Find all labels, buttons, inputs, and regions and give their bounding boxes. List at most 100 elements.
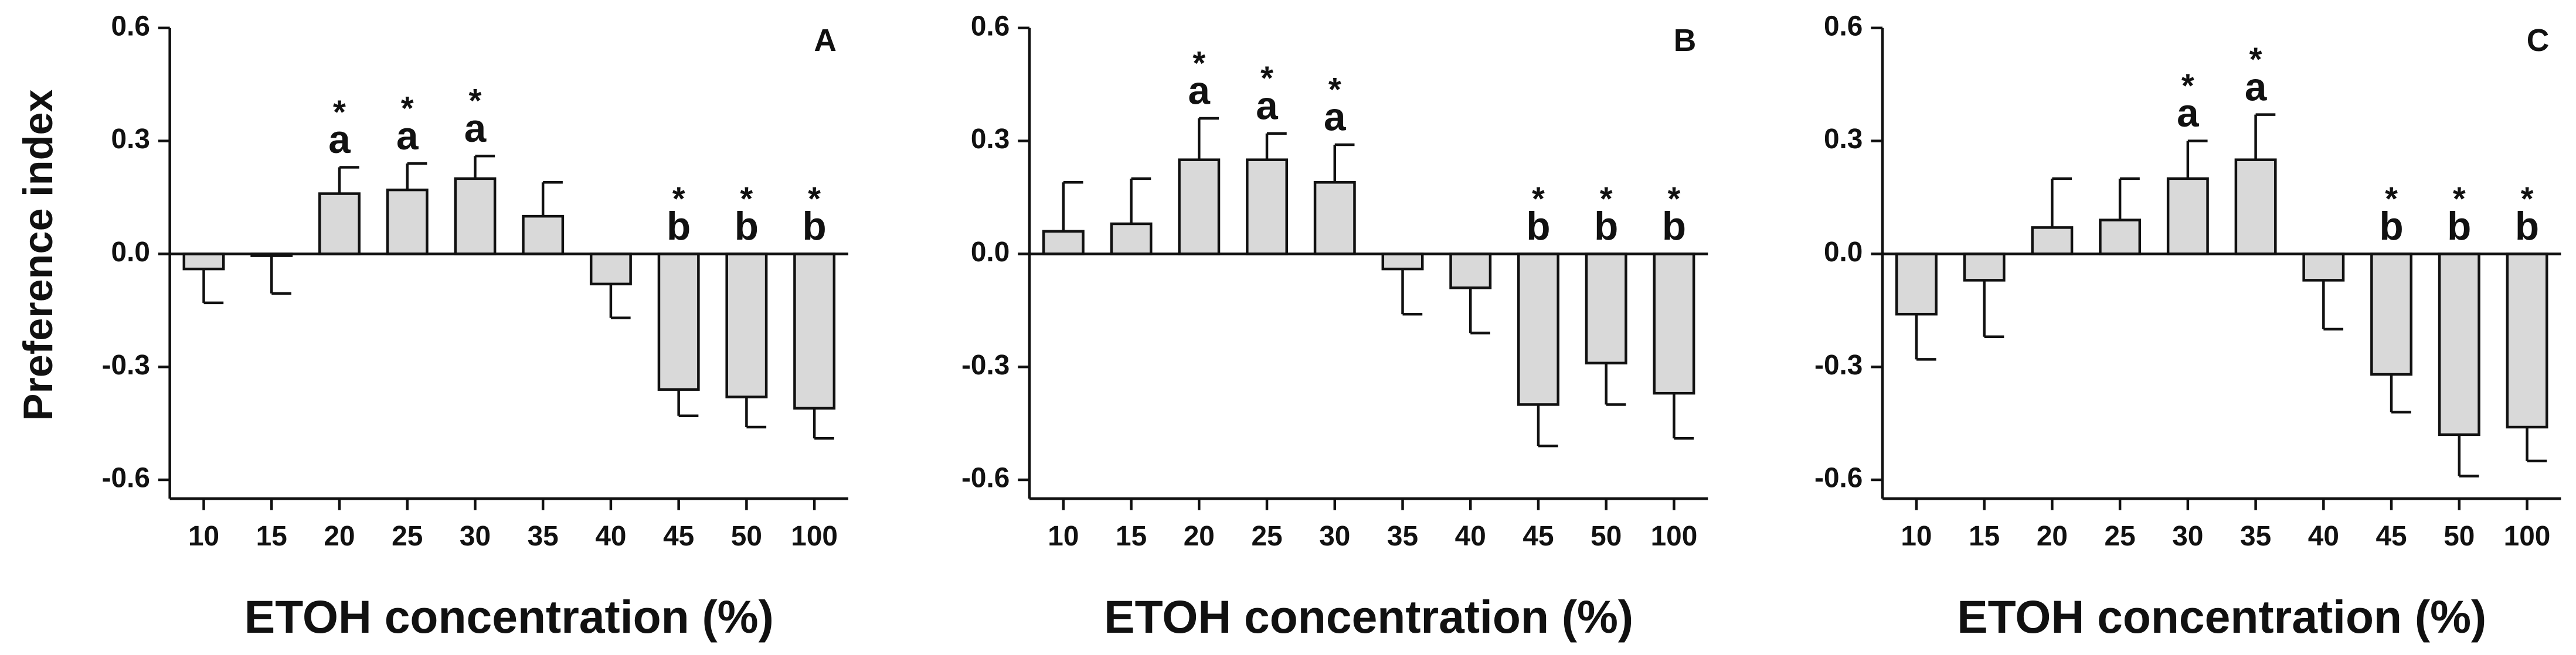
- bar: [1178, 158, 1221, 255]
- significance-star: *: [401, 90, 414, 127]
- bar: [1895, 253, 1938, 316]
- bar: [2302, 253, 2345, 282]
- y-tick-label: 0.6: [111, 11, 150, 42]
- bar: [2099, 219, 2142, 255]
- x-tick-label: 15: [1969, 521, 2000, 552]
- x-tick-label: 100: [1651, 521, 1698, 552]
- significance-star: *: [1260, 60, 1273, 97]
- x-axis-label: ETOH concentration (%): [1957, 591, 2486, 643]
- significance-star: *: [1668, 180, 1681, 217]
- y-tick-label: -0.6: [102, 463, 150, 494]
- x-tick-label: 40: [1455, 521, 1486, 552]
- x-axis-label: ETOH concentration (%): [244, 591, 774, 643]
- significance-letter: a: [464, 107, 487, 151]
- x-tick-label: 35: [1387, 521, 1418, 552]
- bar: [1381, 253, 1424, 271]
- x-tick-label: 10: [1901, 521, 1932, 552]
- y-tick-label: 0.6: [971, 11, 1010, 42]
- significance-letter: b: [1594, 204, 1618, 248]
- x-tick-label: 45: [2376, 521, 2407, 552]
- x-tick-label: 10: [188, 521, 219, 552]
- significance-letter: b: [1662, 204, 1686, 248]
- significance-letter: b: [2379, 204, 2403, 248]
- bar: [1585, 253, 1627, 365]
- significance-star: *: [2453, 180, 2466, 217]
- bar: [2370, 253, 2413, 376]
- bar: [2506, 253, 2548, 429]
- x-tick-label: 50: [2444, 521, 2475, 552]
- y-tick-label: 0.3: [1824, 124, 1863, 155]
- panel-label: C: [2527, 23, 2550, 58]
- significance-star: *: [1328, 71, 1341, 108]
- significance-letter: b: [735, 204, 759, 248]
- y-tick-label: 0.0: [1824, 237, 1863, 268]
- x-tick-label: 20: [1184, 521, 1215, 552]
- y-tick-label: -0.3: [961, 350, 1010, 381]
- y-tick-label: -0.6: [1814, 463, 1863, 494]
- bar: [1517, 253, 1559, 406]
- significance-letter: a: [2245, 65, 2267, 109]
- significance-star: *: [1192, 45, 1205, 81]
- panel-label: A: [814, 23, 837, 58]
- bar: [1653, 253, 1695, 395]
- bar: [522, 214, 565, 255]
- y-tick-label: 0.3: [971, 124, 1010, 155]
- x-tick-label: 100: [791, 521, 838, 552]
- x-tick-label: 40: [595, 521, 626, 552]
- bar: [1246, 158, 1289, 255]
- bar: [2166, 177, 2209, 255]
- x-tick-label: 35: [528, 521, 559, 552]
- x-tick-label: 25: [392, 521, 423, 552]
- x-tick-label: 20: [2037, 521, 2068, 552]
- bar: [318, 192, 361, 255]
- bar: [2234, 158, 2277, 255]
- significance-star: *: [740, 180, 753, 217]
- y-tick-label: -0.3: [1814, 350, 1863, 381]
- x-tick-label: 35: [2240, 521, 2271, 552]
- significance-letter: a: [328, 118, 351, 162]
- x-tick-label: 45: [663, 521, 694, 552]
- x-tick-label: 50: [731, 521, 762, 552]
- y-tick-label: -0.3: [102, 350, 150, 381]
- significance-letter: a: [1256, 84, 1278, 128]
- significance-star: *: [2249, 41, 2262, 78]
- significance-letter: a: [2177, 91, 2199, 135]
- significance-letter: b: [1526, 204, 1550, 248]
- significance-letter: b: [2447, 204, 2471, 248]
- significance-letter: a: [1188, 69, 1211, 113]
- x-tick-label: 20: [324, 521, 355, 552]
- significance-star: *: [2385, 180, 2398, 217]
- x-tick-label: 25: [1251, 521, 1282, 552]
- significance-star: *: [2521, 180, 2534, 217]
- bar: [2438, 253, 2480, 436]
- y-tick-label: 0.3: [111, 124, 150, 155]
- bar: [1313, 181, 1356, 255]
- x-axis-label: ETOH concentration (%): [1104, 591, 1633, 643]
- x-tick-label: 30: [460, 521, 491, 552]
- x-tick-label: 50: [1591, 521, 1622, 552]
- bar: [182, 253, 225, 271]
- bar: [725, 253, 768, 398]
- x-tick-label: 15: [1116, 521, 1147, 552]
- y-tick-label: -0.6: [961, 463, 1010, 494]
- x-tick-label: 10: [1048, 521, 1079, 552]
- y-axis-label: Preference index: [15, 89, 61, 421]
- y-tick-label: 0.0: [111, 237, 150, 268]
- bar: [1042, 230, 1085, 255]
- bar: [1110, 222, 1153, 255]
- bar: [1963, 253, 2006, 282]
- significance-star: *: [2181, 67, 2194, 104]
- bar: [1449, 253, 1492, 289]
- significance-letter: a: [396, 114, 419, 158]
- significance-star: *: [333, 94, 346, 131]
- bar: [454, 177, 497, 255]
- bar: [386, 188, 429, 255]
- significance-star: *: [469, 82, 482, 119]
- bar: [2031, 226, 2074, 255]
- x-tick-label: 15: [256, 521, 287, 552]
- x-tick-label: 30: [1319, 521, 1350, 552]
- bar: [657, 253, 700, 391]
- significance-letter: b: [667, 204, 691, 248]
- significance-star: *: [1600, 180, 1613, 217]
- bar: [589, 253, 632, 286]
